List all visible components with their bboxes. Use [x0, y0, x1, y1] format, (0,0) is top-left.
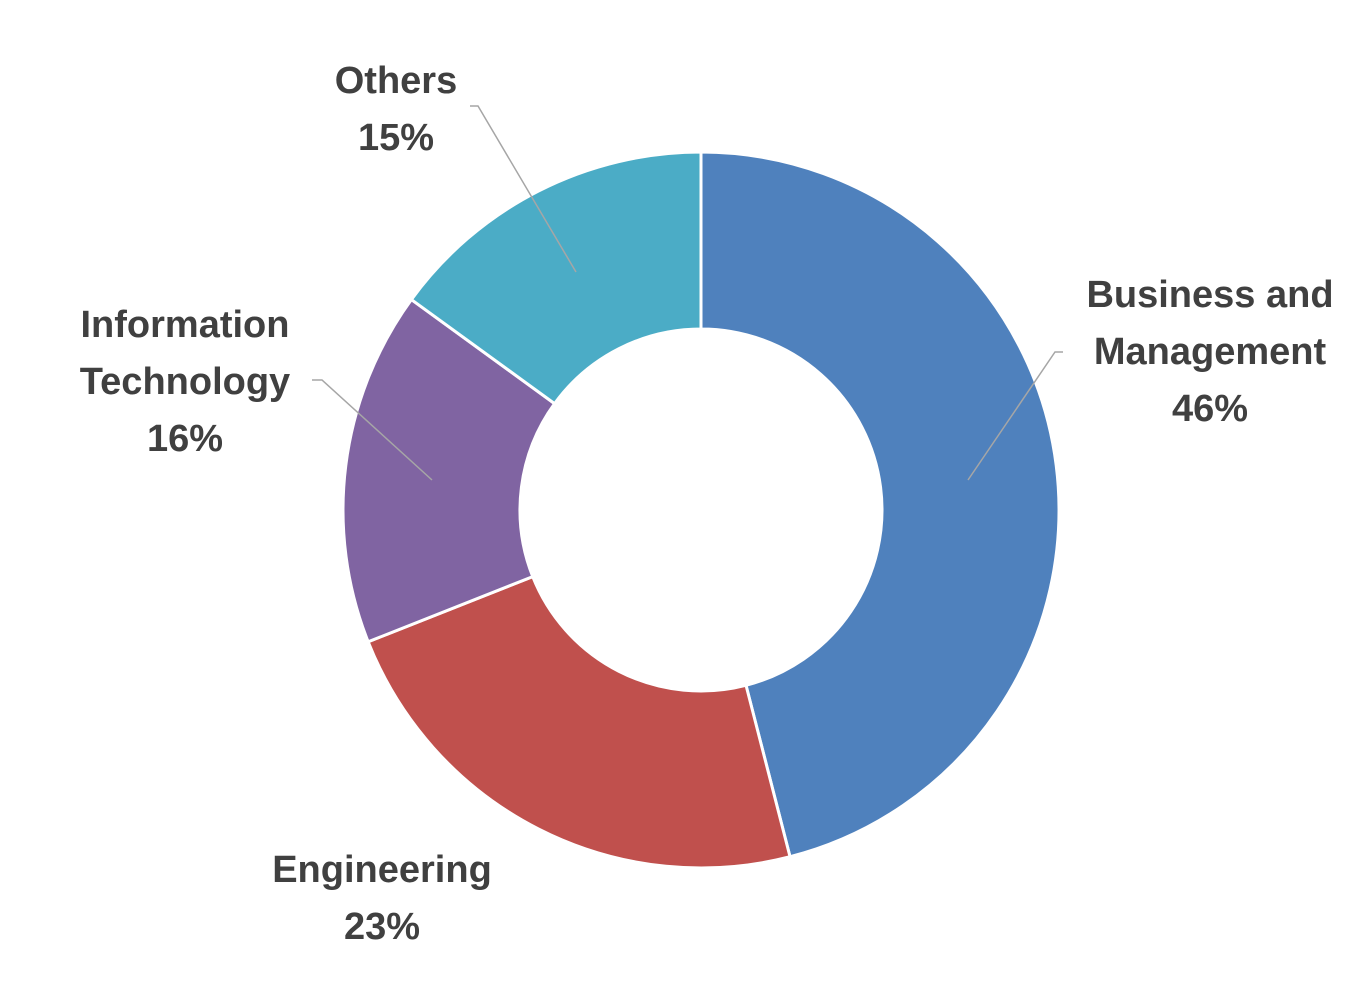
data-label-value: 16%	[147, 418, 223, 460]
slice-engineering	[366, 574, 792, 870]
data-label-category: Others	[335, 60, 457, 102]
data-label-category: Technology	[80, 361, 290, 403]
data-label-category: Information	[81, 304, 290, 346]
data-label-value: 46%	[1172, 388, 1248, 430]
data-label-information-technology: Information Technology 16%	[80, 304, 290, 460]
data-label-others: Others 15%	[335, 60, 457, 159]
data-label-category: Engineering	[272, 849, 492, 891]
leader-lines	[312, 105, 1063, 481]
data-label-value: 23%	[344, 906, 420, 948]
slice-information-technology	[341, 297, 557, 644]
data-label-business-and-management: Business and Management 46%	[1086, 274, 1333, 430]
data-labels: Business and Management 46% Engineering 23% I…	[80, 60, 1334, 948]
data-label-engineering: Engineering 23%	[272, 849, 492, 948]
leader-line-business-and-management	[967, 351, 1063, 481]
leader-line-others	[470, 105, 577, 273]
data-label-category: Management	[1094, 331, 1327, 373]
donut-slices	[341, 150, 1061, 870]
slice-business-and-management	[699, 150, 1061, 859]
leader-line-information-technology	[312, 379, 433, 481]
data-label-category: Business and	[1086, 274, 1333, 316]
data-label-value: 15%	[358, 117, 434, 159]
slice-others	[409, 150, 703, 406]
